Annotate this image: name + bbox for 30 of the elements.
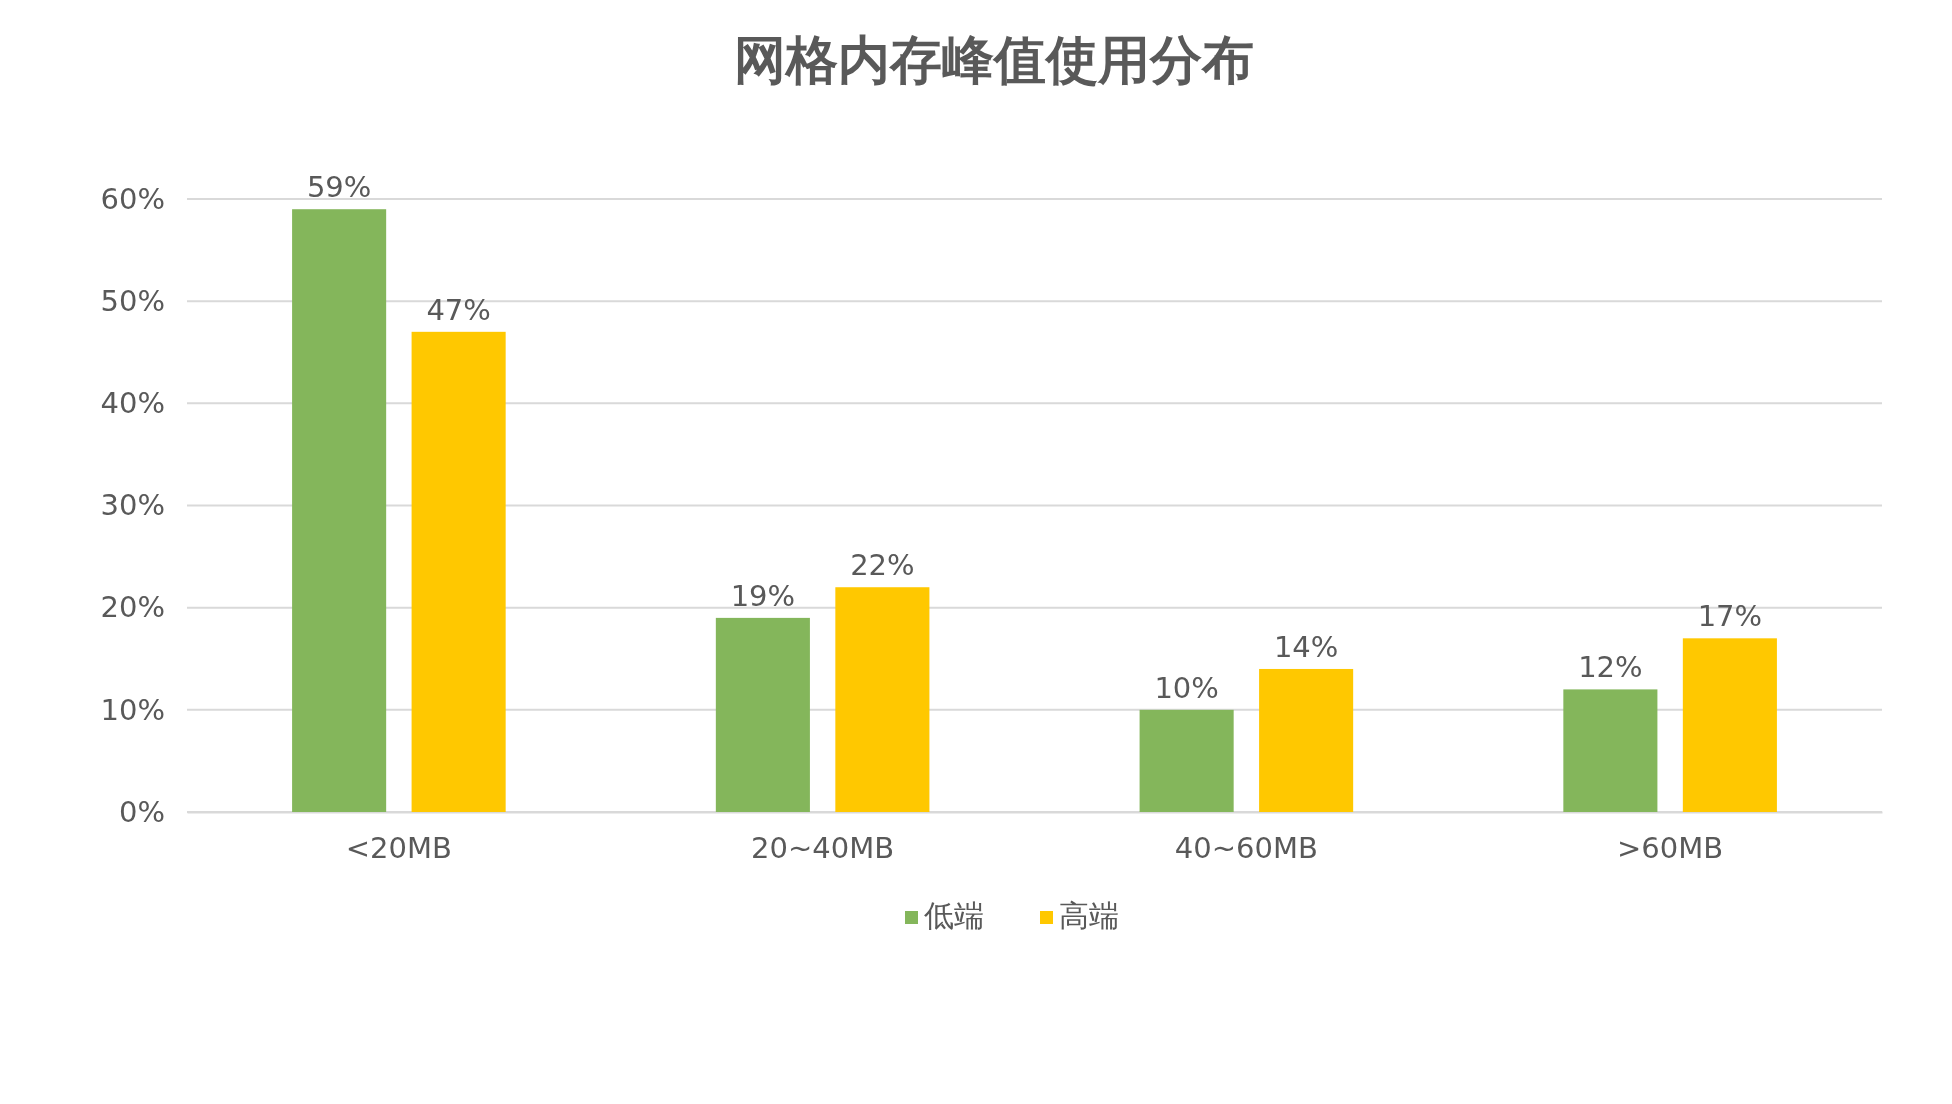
data-label: 10% xyxy=(1154,670,1219,705)
y-tick-label: 50% xyxy=(100,283,165,318)
bar xyxy=(835,587,930,812)
bar xyxy=(1682,638,1777,812)
data-label: 12% xyxy=(1578,650,1643,685)
data-label: 14% xyxy=(1273,629,1339,664)
chart-title: 网格内存峰值使用分布 xyxy=(734,30,1254,90)
legend-label: 低端 xyxy=(924,898,984,933)
data-label: 17% xyxy=(1697,599,1763,634)
y-tick-label: 10% xyxy=(100,692,165,727)
y-tick-label: 20% xyxy=(100,590,165,625)
data-label: 19% xyxy=(730,578,796,613)
legend-label: 高端 xyxy=(1059,898,1119,933)
data-label: 47% xyxy=(426,292,491,327)
x-tick-label: <20MB xyxy=(345,830,452,865)
bar xyxy=(1563,689,1658,812)
bar xyxy=(1139,709,1234,812)
bar xyxy=(715,617,810,812)
bar xyxy=(411,331,506,812)
data-label: 22% xyxy=(850,548,915,583)
bar xyxy=(1259,668,1354,812)
data-label: 59% xyxy=(306,170,372,205)
y-tick-label: 40% xyxy=(100,386,165,421)
x-tick-label: >60MB xyxy=(1617,830,1724,865)
x-tick-label: 20~40MB xyxy=(751,830,895,865)
bar xyxy=(292,209,387,812)
y-tick-label: 30% xyxy=(100,488,165,523)
y-tick-label: 0% xyxy=(118,794,165,829)
x-tick-label: 40~60MB xyxy=(1174,830,1318,865)
y-tick-label: 60% xyxy=(100,181,165,216)
